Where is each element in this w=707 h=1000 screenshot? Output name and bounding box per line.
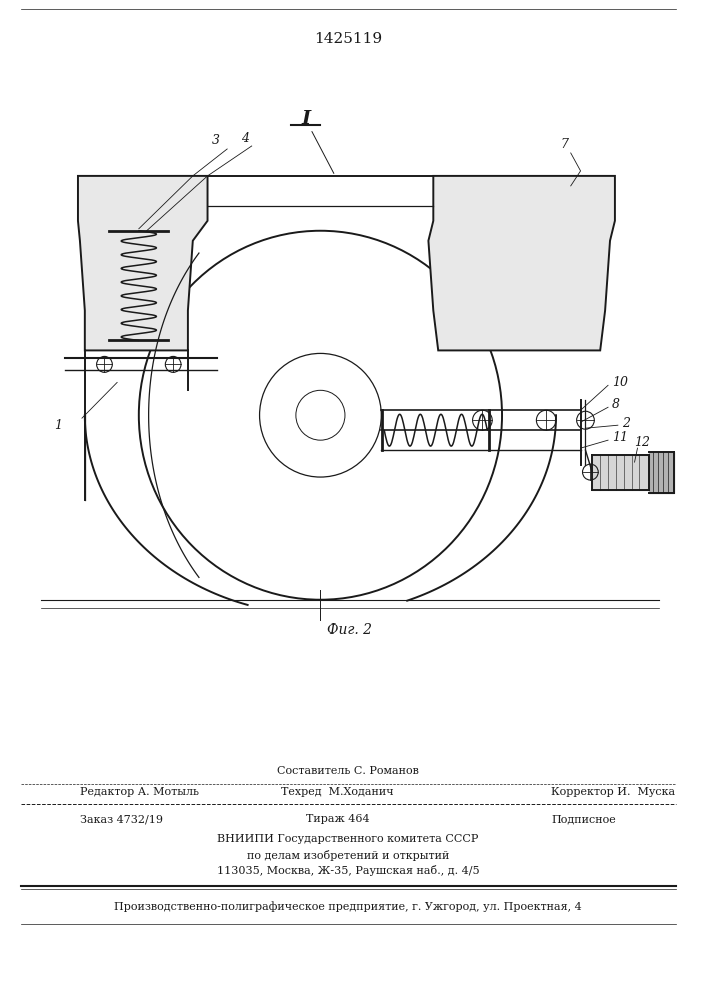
Text: Корректор И.  Муска: Корректор И. Муска xyxy=(551,787,675,797)
Text: 4: 4 xyxy=(241,132,249,145)
Text: 11: 11 xyxy=(612,431,628,444)
Text: Составитель С. Романов: Составитель С. Романов xyxy=(277,766,419,776)
Text: 1425119: 1425119 xyxy=(314,32,382,46)
Polygon shape xyxy=(428,176,615,350)
Text: 1: 1 xyxy=(54,419,62,432)
Text: 113035, Москва, Ж-35, Раушская наб., д. 4/5: 113035, Москва, Ж-35, Раушская наб., д. … xyxy=(216,865,479,876)
Text: ВНИИПИ Государственного комитета СССР: ВНИИПИ Государственного комитета СССР xyxy=(217,834,479,844)
Text: Производственно-полиграфическое предприятие, г. Ужгород, ул. Проектная, 4: Производственно-полиграфическое предприя… xyxy=(114,901,582,912)
Text: Заказ 4732/19: Заказ 4732/19 xyxy=(80,814,163,824)
Text: Техред  М.Ходанич: Техред М.Ходанич xyxy=(281,787,394,797)
Text: I: I xyxy=(301,110,310,128)
Text: Подписное: Подписное xyxy=(551,814,616,824)
Text: 3: 3 xyxy=(211,134,219,147)
Text: Редактор А. Мотыль: Редактор А. Мотыль xyxy=(80,787,199,797)
Text: 12: 12 xyxy=(635,436,650,449)
Text: 7: 7 xyxy=(561,138,569,151)
Text: 2: 2 xyxy=(621,417,630,430)
Text: Фиг. 2: Фиг. 2 xyxy=(327,623,373,637)
Polygon shape xyxy=(78,176,208,350)
Text: Тираж 464: Тираж 464 xyxy=(305,814,369,824)
Text: 10: 10 xyxy=(612,376,628,389)
Text: по делам изобретений и открытий: по делам изобретений и открытий xyxy=(247,850,449,861)
Text: 8: 8 xyxy=(612,398,620,411)
